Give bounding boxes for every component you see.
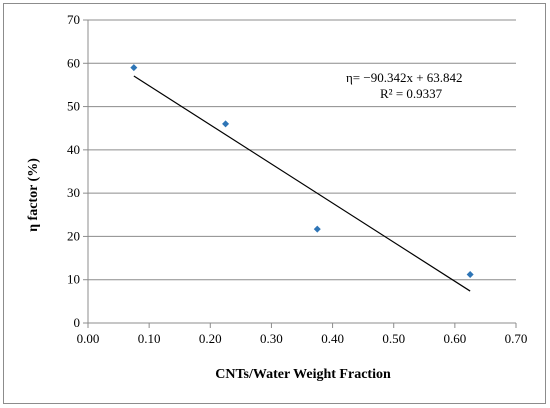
gridlines [88,19,516,281]
x-tick-label: 0.40 [321,331,344,346]
y-tick-label: 0 [74,315,81,330]
x-tick-label: 0.50 [382,331,405,346]
y-tick-label: 10 [67,272,80,287]
chart-frame [3,3,546,404]
x-tick-label: 0.30 [260,331,283,346]
y-tick-labels: 0 10 20 30 40 50 60 70 [67,12,80,330]
y-tick-label: 20 [67,228,80,243]
y-tick-label: 50 [67,99,80,114]
y-tick-label: 60 [67,55,80,70]
x-tick-label: 0.10 [138,331,161,346]
data-point [130,64,138,72]
y-axis-title: η factor (%) [26,158,41,232]
x-tick-label: 0.00 [77,331,100,346]
data-points [130,64,474,279]
trendline-equation: η= −90.342x + 63.842 [346,70,463,85]
trendline [133,75,471,292]
axes [83,19,517,328]
y-tick-label: 70 [67,12,80,27]
data-point [313,225,321,233]
x-tick-label: 0.60 [443,331,466,346]
y-tick-label: 30 [67,185,80,200]
r-squared-label: R² = 0.9337 [380,86,443,101]
x-tick-label: 0.20 [199,331,222,346]
x-tick-labels: 0.00 0.10 0.20 0.30 0.40 0.50 0.60 0.70 [77,331,528,346]
data-point [466,271,474,279]
trendline-group [133,75,471,292]
data-point [222,120,230,128]
x-tick-label: 0.70 [505,331,528,346]
y-tick-label: 40 [67,142,80,157]
x-axis-title: CNTs/Water Weight Fraction [215,367,391,382]
